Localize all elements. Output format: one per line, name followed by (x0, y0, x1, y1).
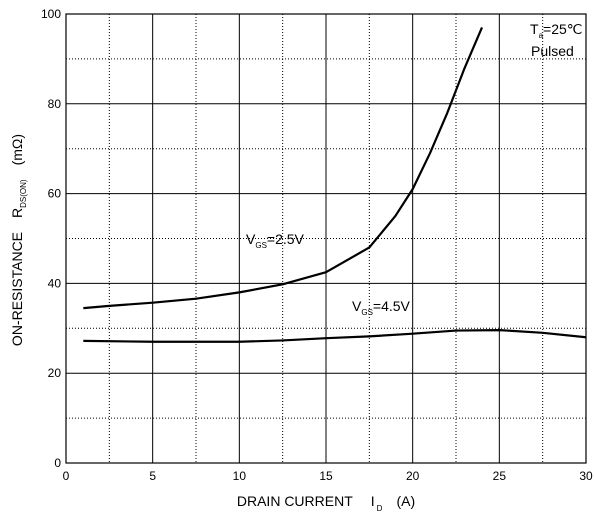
y-tick-label: 80 (48, 97, 62, 111)
series-label: VGS=4.5V (352, 298, 411, 317)
plot-frame (65, 13, 587, 464)
cond-value: =25℃ (543, 21, 582, 37)
condition-mode: Pulsed (531, 43, 574, 59)
series-line (83, 328, 587, 343)
x-label-symbol: I (371, 493, 375, 509)
series-label-value: =4.5V (373, 298, 411, 314)
y-axis-label: ON-RESISTANCE RDS(ON) (mΩ) (9, 134, 28, 346)
series-label-symbol: V (352, 298, 362, 314)
y-label-sub: DS(ON) (19, 179, 28, 208)
series-label-symbol: V (246, 231, 256, 247)
series-label-sub: GS (361, 308, 373, 317)
x-tick-label: 15 (319, 469, 333, 483)
series-label-sub: GS (255, 241, 267, 250)
y-tick-label: 100 (41, 7, 61, 21)
cond-sub: a (539, 31, 544, 40)
condition-label: Ta=25℃ (530, 21, 583, 40)
x-tick-label: 20 (406, 469, 420, 483)
x-label-unit: (A) (396, 493, 415, 509)
y-label-symbol: R (9, 208, 25, 218)
x-label-sub: D (377, 504, 383, 513)
y-tick-label: 40 (48, 276, 62, 290)
y-tick-label: 20 (48, 366, 62, 380)
x-axis-label: DRAIN CURRENT I D (A) (237, 493, 415, 513)
x-tick-label: 5 (149, 469, 156, 483)
y-label-main: ON-RESISTANCE (9, 232, 25, 346)
x-tick-label: 25 (493, 469, 507, 483)
cond-symbol: T (530, 21, 539, 37)
x-tick-label: 0 (63, 469, 70, 483)
series-label-value: =2.5V (267, 231, 305, 247)
series-label: VGS=2.5V (246, 231, 305, 250)
y-label-unit: (mΩ) (9, 134, 25, 165)
x-tick-label: 10 (233, 469, 247, 483)
x-tick-label: 30 (579, 469, 593, 483)
y-tick-label: 0 (54, 456, 61, 470)
y-tick-label: 60 (48, 187, 62, 201)
x-label-main: DRAIN CURRENT (237, 493, 353, 509)
series-line (83, 27, 484, 310)
